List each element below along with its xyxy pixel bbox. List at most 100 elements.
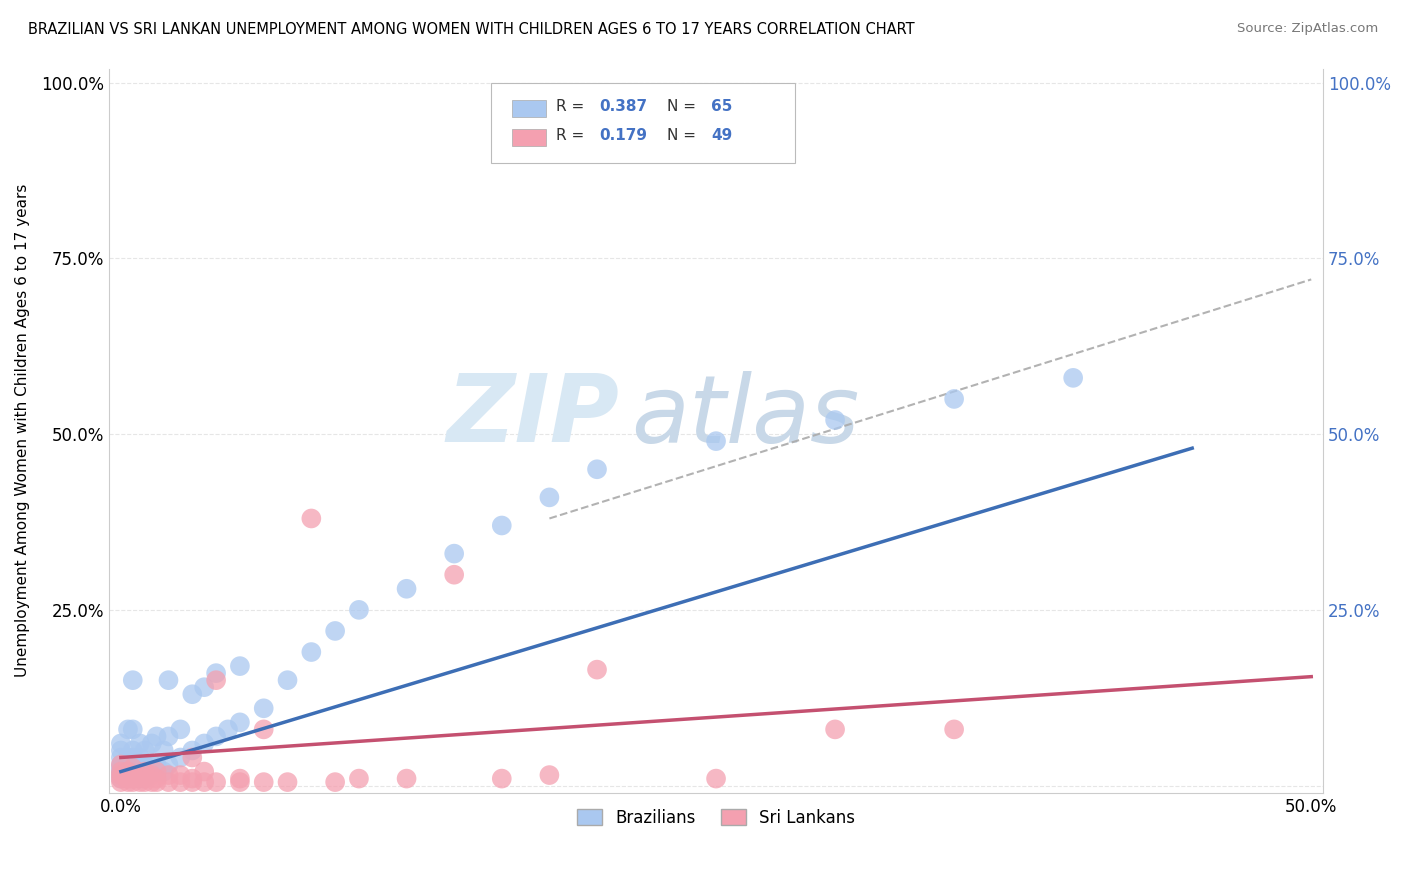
Point	[110, 736, 132, 750]
Bar	[512, 128, 546, 146]
Point	[145, 764, 167, 779]
Point	[157, 730, 180, 744]
Point	[110, 764, 132, 779]
Point	[129, 757, 152, 772]
Point	[117, 764, 139, 779]
Point	[157, 757, 180, 772]
Point	[704, 772, 727, 786]
Point	[181, 743, 204, 757]
Text: 0.179: 0.179	[599, 128, 648, 144]
Point	[181, 772, 204, 786]
Point	[134, 772, 156, 786]
Point	[169, 768, 191, 782]
Point	[152, 743, 174, 757]
Point	[145, 730, 167, 744]
Point	[134, 764, 156, 779]
Point	[181, 687, 204, 701]
Text: ZIP: ZIP	[446, 370, 619, 462]
Point	[704, 434, 727, 449]
Point	[129, 764, 152, 779]
Point	[117, 750, 139, 764]
Point	[134, 757, 156, 772]
Point	[129, 736, 152, 750]
Point	[395, 772, 418, 786]
Point	[323, 624, 346, 638]
Point	[117, 775, 139, 789]
Point	[121, 772, 143, 786]
Point	[157, 768, 180, 782]
Point	[110, 757, 132, 772]
Point	[443, 547, 465, 561]
Point	[157, 673, 180, 688]
Point	[121, 723, 143, 737]
Point	[134, 775, 156, 789]
Point	[110, 761, 132, 775]
Point	[110, 768, 132, 782]
Point	[129, 750, 152, 764]
Point	[110, 772, 132, 786]
Text: R =: R =	[555, 128, 589, 144]
Point	[110, 750, 132, 764]
Text: atlas: atlas	[631, 370, 859, 461]
Point	[121, 772, 143, 786]
Point	[217, 723, 239, 737]
Point	[121, 764, 143, 779]
Point	[276, 775, 298, 789]
Point	[121, 673, 143, 688]
Point	[129, 775, 152, 789]
Point	[205, 730, 228, 744]
Point	[129, 772, 152, 786]
Point	[145, 775, 167, 789]
Point	[152, 764, 174, 779]
Point	[395, 582, 418, 596]
Point	[110, 764, 132, 779]
Point	[145, 757, 167, 772]
Text: BRAZILIAN VS SRI LANKAN UNEMPLOYMENT AMONG WOMEN WITH CHILDREN AGES 6 TO 17 YEAR: BRAZILIAN VS SRI LANKAN UNEMPLOYMENT AMO…	[28, 22, 915, 37]
Point	[141, 768, 163, 782]
Point	[141, 757, 163, 772]
Point	[169, 775, 191, 789]
Text: 0.387: 0.387	[599, 99, 648, 114]
Point	[229, 772, 252, 786]
Point	[117, 772, 139, 786]
Point	[134, 764, 156, 779]
Point	[117, 757, 139, 772]
Point	[253, 775, 276, 789]
Point	[253, 701, 276, 715]
Point	[121, 768, 143, 782]
Point	[145, 772, 167, 786]
Point	[181, 750, 204, 764]
Point	[193, 775, 215, 789]
Point	[169, 723, 191, 737]
Point	[253, 723, 276, 737]
Point	[110, 775, 132, 789]
Legend: Brazilians, Sri Lankans: Brazilians, Sri Lankans	[568, 800, 863, 835]
Point	[110, 768, 132, 782]
Point	[538, 491, 561, 505]
Point	[205, 673, 228, 688]
Point	[347, 772, 370, 786]
FancyBboxPatch shape	[492, 83, 794, 162]
Point	[586, 663, 609, 677]
Point	[141, 736, 163, 750]
Point	[129, 768, 152, 782]
Point	[121, 761, 143, 775]
Text: R =: R =	[555, 99, 589, 114]
Point	[117, 772, 139, 786]
Point	[538, 768, 561, 782]
Point	[299, 645, 322, 659]
Point	[117, 723, 139, 737]
Point	[121, 750, 143, 764]
Point	[110, 772, 132, 786]
Point	[205, 775, 228, 789]
Text: 65: 65	[711, 99, 733, 114]
Point	[134, 743, 156, 757]
Point	[141, 764, 163, 779]
Point	[491, 772, 513, 786]
Y-axis label: Unemployment Among Women with Children Ages 6 to 17 years: Unemployment Among Women with Children A…	[15, 184, 30, 677]
Point	[347, 603, 370, 617]
Bar	[512, 100, 546, 117]
Point	[943, 392, 966, 406]
Point	[121, 775, 143, 789]
Point	[181, 775, 204, 789]
